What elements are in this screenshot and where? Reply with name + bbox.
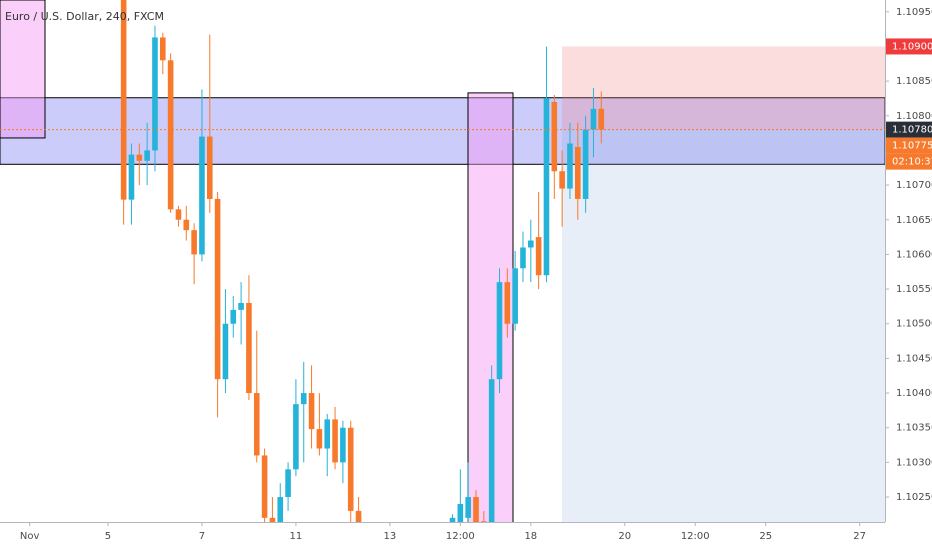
candle-body bbox=[293, 404, 299, 470]
candle-body bbox=[300, 393, 307, 405]
y-tick-label: 1.10450 bbox=[896, 353, 932, 364]
x-tick-label: 12:00 bbox=[446, 531, 475, 542]
y-tick-label: 1.10400 bbox=[896, 388, 932, 399]
countdown-bg bbox=[886, 153, 932, 170]
price-label-bg bbox=[886, 137, 932, 154]
y-tick-label: 1.10850 bbox=[896, 76, 932, 87]
candle-body bbox=[308, 393, 315, 430]
candle-body bbox=[481, 521, 487, 522]
candle-body bbox=[246, 302, 252, 394]
y-tick-label: 1.10800 bbox=[896, 111, 932, 122]
zone bbox=[562, 46, 885, 130]
plot-area bbox=[0, 0, 885, 522]
x-tick-label: 18 bbox=[524, 531, 537, 542]
x-tick-label: 5 bbox=[105, 531, 111, 542]
chart-title: Euro / U.S. Dollar, 240, FXCM bbox=[5, 10, 164, 23]
candle-body bbox=[512, 268, 518, 324]
y-tick-label: 1.10350 bbox=[896, 423, 932, 434]
price-label: 1.10775 bbox=[892, 141, 932, 152]
candle-body bbox=[214, 198, 221, 380]
candle-body bbox=[528, 240, 534, 248]
candle-body bbox=[238, 302, 244, 310]
candle-body bbox=[340, 427, 346, 463]
y-tick-label: 1.10950 bbox=[896, 7, 932, 18]
candle-body bbox=[567, 143, 573, 189]
x-tick-label: 12:00 bbox=[681, 531, 710, 542]
candle-body bbox=[355, 510, 362, 522]
candle-body bbox=[496, 282, 503, 380]
y-tick-label: 1.10250 bbox=[896, 492, 932, 503]
candle-body bbox=[175, 209, 182, 220]
x-tick-label: 11 bbox=[290, 531, 303, 542]
candle-body bbox=[269, 517, 276, 522]
x-tick-label: 7 bbox=[199, 531, 205, 542]
x-tick-label: 13 bbox=[384, 531, 397, 542]
candle-body bbox=[332, 419, 338, 463]
candle-body bbox=[136, 154, 143, 161]
zone bbox=[562, 129, 885, 522]
candle-body bbox=[543, 98, 550, 276]
countdown: 02:10:37 bbox=[892, 157, 932, 168]
candle-body bbox=[347, 427, 354, 511]
candle-body bbox=[488, 379, 495, 522]
price-label-bg bbox=[886, 121, 932, 138]
y-tick-label: 1.10550 bbox=[896, 284, 932, 295]
candle-body bbox=[206, 136, 213, 199]
y-tick-label: 1.10300 bbox=[896, 457, 932, 468]
candle-body bbox=[449, 517, 456, 522]
candle-body bbox=[574, 146, 581, 199]
x-tick-label: 25 bbox=[759, 531, 772, 542]
y-tick-label: 1.10600 bbox=[896, 249, 932, 260]
candle-body bbox=[230, 309, 237, 324]
candle-body bbox=[598, 108, 605, 130]
candle-body bbox=[473, 497, 479, 522]
candle-body bbox=[120, 0, 127, 200]
candle-body bbox=[457, 503, 464, 522]
candle-body bbox=[253, 393, 260, 456]
candle-body bbox=[261, 455, 268, 518]
candle-body bbox=[167, 60, 174, 210]
candle-body bbox=[277, 497, 284, 522]
candle-body bbox=[128, 154, 135, 200]
candle-body bbox=[160, 37, 166, 61]
y-tick-label: 1.10500 bbox=[896, 319, 932, 330]
candle-body bbox=[191, 230, 197, 255]
x-tick-label: 20 bbox=[618, 531, 631, 542]
candle-body bbox=[144, 150, 150, 161]
x-tick-label: 27 bbox=[853, 531, 866, 542]
candle-body bbox=[152, 37, 158, 151]
candle-body bbox=[183, 219, 190, 231]
y-tick-label: 1.10650 bbox=[896, 215, 932, 226]
candle-body bbox=[504, 282, 511, 324]
candle-body bbox=[316, 429, 323, 449]
candle-body bbox=[222, 323, 229, 380]
candle-body bbox=[520, 247, 526, 269]
candle-body bbox=[582, 129, 589, 199]
price-label-bg bbox=[886, 38, 932, 55]
candle-body bbox=[285, 469, 291, 498]
price-label: 1.10780 bbox=[892, 125, 932, 136]
candle-body bbox=[535, 237, 542, 276]
candle-body bbox=[559, 171, 565, 189]
candle-body bbox=[324, 419, 331, 449]
candle-body bbox=[199, 136, 205, 255]
candle-body bbox=[465, 497, 471, 518]
zone bbox=[0, 0, 46, 139]
candle-body bbox=[551, 101, 558, 172]
candle-body bbox=[590, 108, 597, 130]
y-tick-label: 1.10700 bbox=[896, 180, 932, 191]
price-label: 1.10900 bbox=[892, 41, 932, 52]
x-tick-label: Nov bbox=[20, 531, 40, 542]
